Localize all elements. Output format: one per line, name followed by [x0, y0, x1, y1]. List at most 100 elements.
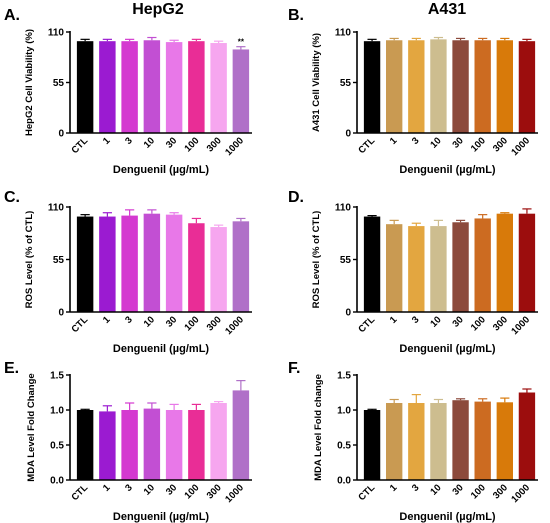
bar-3 — [121, 215, 138, 312]
chart-panel-5: F. CTL 1 3 10 30 100 300 1000 0.0 0.5 1.0 1.5 MDA Lev… — [288, 360, 538, 523]
error-bar-100 — [191, 217, 201, 224]
bar-100 — [474, 218, 491, 312]
bar-10 — [143, 40, 161, 134]
category-label: 100 — [183, 135, 202, 154]
category-label: 10 — [142, 135, 157, 150]
error-bar-3 — [125, 209, 135, 216]
error-bar-30 — [169, 403, 179, 410]
y-axis-label: ROS Level (% of CTL) — [24, 211, 35, 309]
bar-30 — [452, 40, 469, 134]
y-tick-label: 1.0 — [337, 406, 351, 417]
category-label: CTL — [69, 135, 90, 156]
error-bar-300 — [214, 224, 224, 228]
panel-label: E. — [4, 360, 19, 377]
error-bar-30 — [455, 219, 466, 223]
y-tick-label: 0.5 — [337, 441, 351, 452]
category-label: 1 — [101, 314, 113, 326]
error-bar-30 — [455, 37, 466, 41]
error-bar-1000 — [522, 208, 532, 214]
error-bar-300 — [214, 40, 224, 44]
bar-10 — [143, 213, 161, 312]
category-label: 10 — [428, 314, 443, 329]
category-label: 10 — [428, 135, 443, 150]
category-label: CTL — [69, 314, 90, 335]
y-tick-label: 55 — [53, 78, 65, 89]
bar-30 — [452, 222, 469, 312]
error-bar-1 — [389, 398, 399, 403]
category-label: 1 — [388, 482, 400, 494]
error-bar-3 — [125, 38, 135, 42]
error-bar-30 — [169, 212, 179, 215]
y-tick-label: 110 — [48, 28, 65, 39]
panel-label: D. — [288, 189, 304, 206]
bar-30 — [452, 400, 469, 480]
error-bar-1 — [102, 38, 112, 42]
error-bar-1 — [389, 37, 399, 41]
error-bar-3 — [125, 402, 135, 410]
error-bar-1000 — [236, 217, 246, 222]
error-bar-1000 — [236, 46, 246, 50]
bar-100 — [188, 410, 205, 480]
category-label: 100 — [469, 314, 488, 333]
bar-100 — [188, 223, 205, 312]
error-bar-10 — [147, 36, 157, 41]
category-label: 30 — [164, 135, 179, 150]
bar-1000 — [232, 390, 250, 480]
error-bar-1000 — [522, 38, 532, 42]
bar-1 — [386, 40, 403, 134]
category-label: 300 — [491, 135, 510, 154]
bar-300 — [496, 40, 513, 134]
significance-mark: ** — [238, 38, 245, 47]
error-bar-CTL — [80, 214, 90, 217]
panel-label: A. — [4, 7, 20, 24]
bar-1 — [99, 411, 116, 480]
x-axis-label: Denguenil (µg/mL) — [113, 164, 210, 176]
bar-300 — [210, 43, 227, 133]
category-label: 1000 — [509, 314, 532, 337]
y-tick-label: 0 — [345, 129, 351, 140]
category-label: CTL — [69, 482, 90, 503]
category-label: 3 — [410, 314, 422, 326]
y-tick-label: 110 — [335, 203, 352, 214]
bar-CTL — [76, 216, 94, 312]
category-label: 300 — [491, 482, 510, 501]
y-tick-label: 1.5 — [50, 371, 64, 382]
y-tick-label: 1.5 — [337, 371, 351, 382]
category-label: 30 — [450, 482, 465, 497]
category-label: CTL — [356, 482, 377, 503]
y-tick-label: 0 — [345, 308, 351, 319]
bar-1000 — [232, 221, 250, 312]
y-tick-label: 55 — [340, 255, 352, 266]
bar-300 — [210, 403, 227, 480]
y-tick-label: 0.5 — [50, 441, 64, 452]
category-label: 1000 — [223, 482, 246, 505]
bar-1 — [99, 216, 116, 312]
bar-300 — [496, 213, 513, 312]
bar-3 — [408, 40, 425, 134]
chart-panel-3: D. CTL 1 3 10 30 100 300 1000 0 55 110 ROS Level (% … — [288, 189, 538, 355]
y-tick-label: 55 — [340, 78, 352, 89]
category-label: 1 — [101, 135, 113, 147]
bar-30 — [165, 214, 183, 312]
error-bar-10 — [433, 219, 444, 227]
bar-1000 — [518, 392, 536, 480]
chart-title: HepG2 — [132, 1, 184, 18]
bar-300 — [210, 227, 227, 312]
bar-1000 — [232, 49, 250, 134]
axes — [356, 374, 538, 481]
category-label: 100 — [183, 482, 202, 501]
error-bar-1000 — [522, 388, 532, 393]
y-axis-label: MDA Level Fold change — [313, 374, 324, 481]
error-bar-1000 — [236, 380, 246, 391]
bar-1 — [386, 403, 403, 480]
error-bar-100 — [478, 37, 488, 41]
category-label: 1 — [388, 314, 400, 326]
bar-1000 — [518, 213, 536, 312]
category-label: 10 — [142, 314, 157, 329]
bar-10 — [430, 403, 447, 480]
category-label: 30 — [164, 314, 179, 329]
x-axis-label: Denguenil (µg/mL) — [399, 343, 496, 355]
bar-3 — [121, 41, 138, 133]
error-bar-3 — [411, 222, 421, 227]
